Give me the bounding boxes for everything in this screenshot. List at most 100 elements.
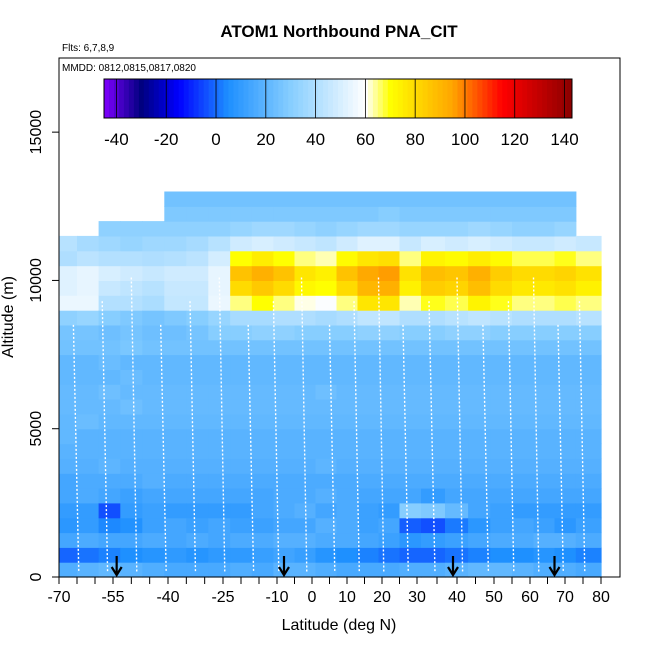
heatmap-cell: [445, 473, 469, 489]
heatmap-cell: [186, 473, 209, 489]
heatmap-cell: [399, 324, 422, 341]
colorbar-swatch: [402, 79, 409, 118]
heatmap-cell: [336, 206, 359, 222]
heatmap-cell: [164, 428, 187, 445]
x-tick-label: -70: [47, 589, 70, 606]
heatmap-cell: [164, 206, 187, 222]
heatmap-cell: [273, 206, 296, 222]
heatmap-cell: [208, 473, 231, 489]
colorbar-swatch: [502, 79, 508, 118]
heatmap-cell: [273, 369, 296, 385]
heatmap-cell: [77, 473, 100, 489]
heatmap-cell: [554, 324, 577, 341]
heatmap-cell: [186, 265, 209, 281]
heatmap-cell: [186, 502, 209, 519]
heatmap-cell: [77, 369, 100, 385]
heatmap-cell: [336, 488, 359, 504]
heatmap-cell: [230, 310, 253, 326]
colorbar-swatch: [253, 79, 259, 118]
heatmap-cell: [186, 369, 209, 385]
heatmap-cell: [378, 399, 401, 415]
heatmap-cell: [230, 206, 253, 222]
colorbar-swatch: [248, 79, 254, 118]
heatmap-cell: [554, 339, 577, 356]
heatmap-cell: [251, 221, 274, 237]
heatmap-cell: [120, 384, 143, 400]
heatmap-cell: [554, 399, 577, 415]
heatmap-cell: [357, 384, 380, 400]
heatmap-cell: [120, 443, 143, 459]
heatmap-cell: [208, 354, 231, 370]
heatmap-cell: [294, 265, 317, 281]
heatmap-cell: [490, 206, 513, 222]
heatmap-cell: [533, 206, 556, 222]
colorbar-swatch: [542, 79, 548, 118]
colorbar-swatch: [497, 79, 503, 118]
heatmap-cell: [98, 502, 121, 519]
heatmap-cell: [336, 562, 359, 578]
heatmap-cell: [554, 221, 577, 237]
heatmap-cell: [575, 399, 602, 415]
heatmap-cell: [378, 206, 401, 222]
heatmap-cell: [445, 250, 469, 267]
heatmap-cell: [59, 310, 78, 326]
heatmap-cell: [399, 280, 422, 296]
heatmap-cell: [186, 399, 209, 415]
heatmap-cell: [273, 339, 296, 356]
heatmap-cell: [230, 428, 253, 445]
colorbar-swatch: [303, 79, 309, 118]
heatmap-cell: [421, 206, 446, 222]
heatmap-cell: [378, 562, 401, 578]
heatmap-cell: [468, 369, 491, 385]
arrow-head: [278, 566, 290, 578]
heatmap-cell: [512, 295, 535, 311]
arrow-head: [447, 566, 459, 578]
heatmap-cell: [554, 517, 577, 534]
heatmap-cell: [468, 473, 491, 489]
heatmap-cell: [512, 324, 535, 341]
heatmap-cell: [208, 235, 231, 252]
heatmap-cell: [186, 562, 209, 578]
y-tick-label: 5000: [28, 411, 45, 447]
heatmap-cell: [336, 547, 359, 563]
heatmap-cell: [468, 399, 491, 415]
heatmap-cell: [142, 517, 165, 534]
heatmap-cell: [59, 235, 78, 252]
heatmap-cell: [399, 206, 422, 222]
colorbar-swatch: [527, 79, 533, 118]
heatmap-cell: [251, 562, 274, 578]
heatmap-cell: [315, 310, 338, 326]
heatmap-cell: [378, 443, 401, 459]
heatmap-cell: [468, 354, 491, 370]
colorbar-swatch: [183, 79, 190, 118]
heatmap-cell: [445, 428, 469, 445]
x-tick-label: 40: [448, 589, 466, 606]
heatmap-cell: [378, 488, 401, 504]
heatmap-cell: [421, 443, 446, 459]
heatmap-cell: [315, 399, 338, 415]
heatmap-cell: [468, 250, 491, 267]
heatmap-cell: [208, 532, 231, 548]
heatmap-cell: [445, 458, 469, 474]
chart-title: ATOM1 Northbound PNA_CIT: [220, 22, 458, 41]
heatmap-cell: [164, 295, 187, 311]
heatmap-cell: [554, 280, 577, 296]
heatmap-cell: [512, 428, 535, 445]
heatmap-cell: [533, 221, 556, 237]
heatmap-cell: [208, 265, 231, 281]
heatmap-cell: [315, 428, 338, 445]
heatmap-cell: [98, 250, 121, 267]
heatmap-cell: [164, 443, 187, 459]
heatmap-cell: [59, 265, 78, 281]
heatmap-cell: [59, 428, 78, 445]
heatmap-cell: [575, 250, 602, 267]
flight-track: [402, 324, 409, 573]
heatmap-cell: [77, 458, 100, 474]
heatmap-cell: [554, 250, 577, 267]
heatmap-cell: [533, 399, 556, 415]
heatmap-cell: [490, 295, 513, 311]
heatmap-cell: [468, 384, 491, 400]
heatmap-cell: [357, 280, 380, 296]
heatmap-cell: [230, 265, 253, 281]
heatmap-cell: [208, 562, 231, 578]
